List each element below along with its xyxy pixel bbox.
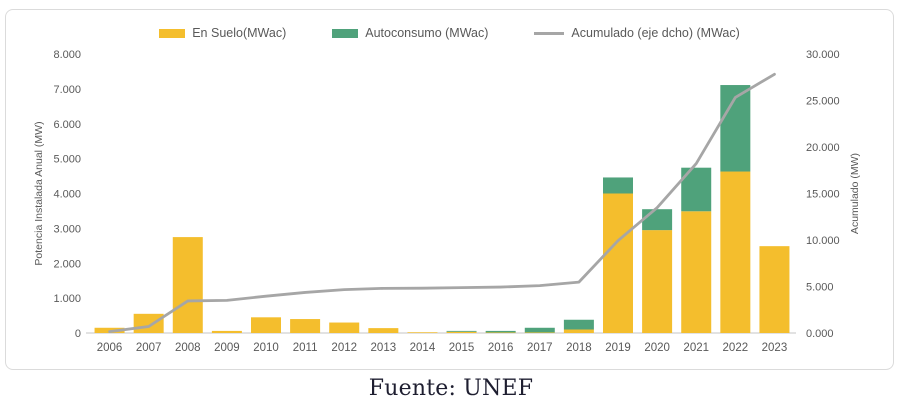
chart-card: En Suelo(MWac) Autoconsumo (MWac) Acumul… [5,9,894,370]
right-tick-label: 20.000 [806,142,840,154]
x-axis-labels: 2006 2007 2008 2009 2010 2011 2012 2013 2014 2015… [97,342,787,354]
bar-en-suelo [290,319,321,333]
bar-en-suelo [642,230,673,333]
right-axis-ticks: 0.000 5.000 10.000 15.000 20.000 25.000 30.000 [806,49,840,340]
right-tick-label: 30.000 [806,49,840,61]
left-tick-label: 2.000 [53,258,81,270]
bar-en-suelo [368,328,399,333]
x-tick-label: 2017 [527,342,553,354]
bar-autoconsumo [563,319,594,330]
bar-en-suelo [211,330,242,333]
left-tick-label: 0 [75,328,81,340]
x-tick-label: 2023 [762,342,788,354]
bar-autoconsumo [603,177,633,194]
left-tick-label: 3.000 [53,223,81,235]
bar-autoconsumo [485,330,516,333]
legend-label-autoconsumo: Autoconsumo (MWac) [365,26,489,40]
acumulado-line [108,72,776,334]
x-tick-label: 2020 [644,342,670,354]
legend-label-en-suelo: En Suelo(MWac) [192,26,287,40]
x-tick-label: 2022 [723,342,749,354]
x-tick-label: 2009 [214,342,240,354]
bar-en-suelo [172,237,203,333]
x-tick-label: 2006 [97,342,123,354]
left-tick-label: 4.000 [53,189,81,201]
bar-en-suelo [485,332,516,333]
x-tick-label: 2010 [253,342,279,354]
x-tick-label: 2008 [175,342,201,354]
legend-label-acumulado: Acumulado (eje dcho) (MWac) [571,26,740,40]
x-tick-label: 2018 [566,342,592,354]
x-tick-label: 2012 [331,342,357,354]
bar-autoconsumo [642,209,673,231]
x-tick-label: 2013 [371,342,397,354]
source-caption: Fuente: UNEF [368,376,534,401]
bar-en-suelo [603,193,633,333]
legend-swatch-autoconsumo [332,28,359,38]
bar-en-suelo [329,322,360,333]
legend-swatch-en-suelo [159,28,186,38]
x-tick-label: 2014 [410,342,436,354]
left-axis-ticks: 0 1.000 2.000 3.000 4.000 5.000 6.000 7.000 8.00… [53,49,81,340]
right-tick-label: 15.000 [806,189,840,201]
bar-en-suelo [563,329,594,333]
right-tick-label: 10.000 [806,235,840,247]
right-tick-label: 5.000 [806,282,834,294]
x-tick-label: 2019 [605,342,631,354]
x-tick-label: 2011 [293,342,318,354]
bar-en-suelo [133,313,164,333]
legend-item-acumulado: Acumulado (eje dcho) (MWac) [534,26,740,40]
bar-en-suelo [407,332,438,333]
right-tick-label: 25.000 [806,96,840,108]
bar-en-suelo [251,317,281,333]
left-axis-title: Potencia Instalada Anual (MW) [33,121,45,265]
bar-autoconsumo [446,330,477,332]
chart-canvas: 0 1.000 2.000 3.000 4.000 5.000 6.000 7.000 8.00… [33,49,861,354]
legend: En Suelo(MWac) Autoconsumo (MWac) Acumul… [6,26,893,40]
left-tick-label: 8.000 [53,49,81,61]
bar-en-suelo [446,331,477,333]
right-axis-title: Acumulado (MW) [849,153,861,234]
bars-group [94,85,790,333]
legend-item-en-suelo: En Suelo(MWac) [159,26,286,40]
left-tick-label: 5.000 [53,154,81,166]
left-tick-label: 6.000 [53,119,81,131]
legend-swatch-acumulado [534,31,565,35]
x-tick-label: 2015 [449,342,475,354]
bar-en-suelo [524,332,555,333]
left-tick-label: 1.000 [53,293,81,305]
x-tick-label: 2021 [683,342,709,354]
x-tick-label: 2016 [488,342,514,354]
bar-autoconsumo [524,327,555,333]
bar-en-suelo [720,171,751,333]
bar-en-suelo [759,246,790,333]
bar-en-suelo [681,211,712,333]
left-tick-label: 7.000 [53,84,81,96]
legend-item-autoconsumo: Autoconsumo (MWac) [332,26,488,40]
x-tick-label: 2007 [136,342,162,354]
right-tick-label: 0.000 [806,328,834,340]
